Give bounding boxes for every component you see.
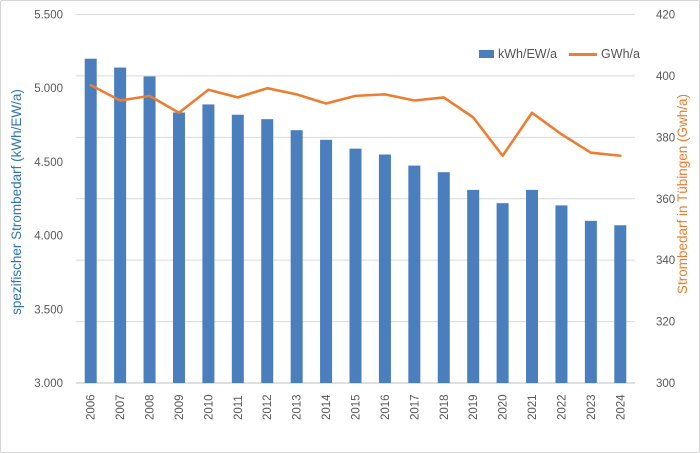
right-axis-tick-label: 300 [656,378,675,390]
x-axis-tick-label-2008: 2008 [145,394,157,420]
x-axis-tick-label-2011: 2011 [233,395,245,420]
x-axis-tick-label-2014: 2014 [321,394,333,420]
left-axis-tick-label: 5.000 [34,83,63,95]
x-axis-tick-label-2015: 2015 [351,394,363,420]
legend-label-bar-series: kWh/EW/a [498,47,558,61]
x-axis-tick-label-2024: 2024 [615,394,627,420]
bar-2017 [408,165,421,383]
x-axis-tick-label-2019: 2019 [468,394,480,420]
x-axis-tick-label-2018: 2018 [439,394,451,420]
left-axis-tick-label: 5.500 [34,10,63,22]
x-axis-tick-label-2020: 2020 [498,394,510,420]
bar-2021 [526,189,539,383]
bar-2015 [349,148,362,383]
right-axis-tick-label: 340 [656,255,675,267]
x-axis-tick-label-2012: 2012 [262,394,274,420]
x-axis-tick-label-2017: 2017 [409,394,421,420]
legend-item-line-series: GWh/a [569,47,640,61]
x-axis-tick-label-2006: 2006 [86,394,98,420]
bar-2023 [584,220,597,383]
bar-2024 [614,225,627,383]
x-axis-tick-label-2023: 2023 [586,394,598,420]
bar-2018 [437,172,450,383]
left-axis-tick-label: 4.000 [34,231,63,243]
legend-label-line-series: GWh/a [601,47,640,61]
right-axis-tick-label: 380 [656,132,675,144]
right-axis-tick-label: 420 [656,10,675,22]
right-axis-tick-label: 360 [656,194,675,206]
bar-2014 [320,139,333,383]
bar-2022 [555,205,568,383]
bar-2020 [496,203,509,383]
left-axis-tick-label: 3.000 [34,378,63,390]
left-axis-tick-label: 4.500 [34,157,63,169]
x-axis-tick-label-2022: 2022 [556,394,568,420]
x-axis-tick-label-2013: 2013 [292,394,304,420]
bar-2011 [231,114,244,384]
bar-2012 [261,119,274,384]
bar-2016 [378,154,391,383]
bar-2019 [467,189,480,383]
x-axis-tick-label-2009: 2009 [174,394,186,420]
legend: kWh/EW/a GWh/a [479,47,640,61]
bar-series-swatch-icon [479,50,494,58]
x-axis-tick-label-2016: 2016 [380,394,392,420]
x-axis-tick-label-2010: 2010 [203,394,215,420]
bar-2013 [290,130,303,383]
bar-2009 [172,112,185,384]
right-axis-tick-label: 320 [656,317,675,329]
bar-2006 [84,58,97,383]
bar-2010 [202,104,215,383]
line-series-GWh/a [89,83,622,158]
line-series-swatch-icon [569,52,598,56]
x-axis-tick-label-2021: 2021 [527,394,539,420]
bar-2008 [143,76,156,384]
bar-2007 [114,67,127,384]
right-axis-tick-label: 400 [656,71,675,83]
legend-item-bar-series: kWh/EW/a [479,47,557,61]
x-axis-tick-label-2007: 2007 [115,394,127,420]
left-axis-tick-label: 3.500 [34,304,63,316]
